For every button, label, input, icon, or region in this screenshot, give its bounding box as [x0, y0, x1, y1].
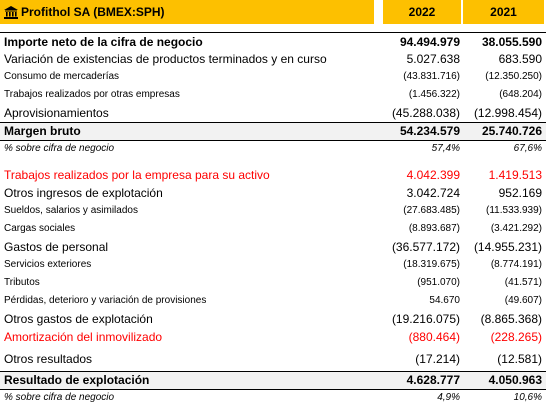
row-label: Resultado de explotación	[4, 373, 150, 387]
table-row: Sueldos, salarios y asimilados (27.683.4…	[0, 203, 546, 221]
row-label: Sueldos, salarios y asimilados	[4, 205, 138, 216]
row-label: Otros ingresos de explotación	[4, 186, 163, 200]
value-2021: 1.419.513	[488, 168, 542, 182]
value-2022: 54.670	[429, 295, 460, 306]
row-label: Servicios exteriores	[4, 259, 92, 270]
table-row: Aprovisionamientos (45.288.038) (12.998.…	[0, 105, 546, 122]
value-2021: (648.204)	[499, 89, 542, 100]
value-2021: (12.350.250)	[485, 71, 542, 82]
row-label: % sobre cifra de negocio	[4, 392, 115, 403]
value-2021: (8.865.368)	[480, 312, 542, 326]
value-2021: 25.740.726	[481, 124, 542, 138]
year-2022-label: 2022	[408, 5, 436, 19]
value-2022: (43.831.716)	[403, 71, 460, 82]
value-2021: (12.998.454)	[473, 106, 542, 120]
column-header-2022: 2022	[383, 0, 461, 24]
table-row: Resultado de explotación 4.628.777 4.050…	[0, 372, 546, 389]
value-2021: (228.265)	[490, 330, 542, 344]
value-2021: 67,6%	[513, 143, 542, 154]
table-row: Margen bruto 54.234.579 25.740.726	[0, 123, 546, 140]
value-2022: (951.070)	[417, 277, 460, 288]
row-label: Margen bruto	[4, 124, 81, 138]
table-row: Trabajos realizados por otras empresas (…	[0, 87, 546, 105]
value-2022: 5.027.638	[406, 52, 460, 66]
table-row: Otros ingresos de explotación 3.042.724 …	[0, 185, 546, 203]
table-row: % sobre cifra de negocio 57,4% 67,6%	[0, 141, 546, 159]
table-row: Otros gastos de explotación (19.216.075)…	[0, 311, 546, 329]
row-label: Tributos	[4, 277, 40, 288]
table-row: Gastos de personal (36.577.172) (14.955.…	[0, 239, 546, 257]
table-row: Otros resultados (17.214) (12.581)	[0, 351, 546, 369]
table-row: Consumo de mercaderías (43.831.716) (12.…	[0, 69, 546, 87]
value-2022: (45.288.038)	[391, 106, 460, 120]
row-label: Cargas sociales	[4, 223, 76, 234]
value-2021: (11.533.939)	[486, 205, 542, 216]
value-2022: (880.464)	[408, 330, 460, 344]
row-label: Importe neto de la cifra de negocio	[4, 35, 203, 49]
row-label: % sobre cifra de negocio	[4, 143, 115, 154]
value-2021: 10,6%	[513, 392, 542, 403]
value-2022: (18.319.675)	[403, 259, 460, 270]
value-2022: (19.216.075)	[391, 312, 460, 326]
value-2021: (41.571)	[504, 277, 542, 288]
column-header-2021: 2021	[463, 0, 544, 24]
row-label: Amortización del inmovilizado	[4, 330, 163, 344]
value-2021: (12.581)	[497, 352, 542, 366]
divider	[0, 32, 546, 33]
value-2022: (27.683.485)	[403, 205, 460, 216]
table-row: Tributos (951.070) (41.571)	[0, 275, 546, 293]
table-row: Cargas sociales (8.893.687) (3.421.292)	[0, 221, 546, 239]
row-label: Trabajos realizados por la empresa para …	[4, 168, 270, 182]
value-2021: (49.607)	[504, 295, 542, 306]
year-2021-label: 2021	[490, 5, 517, 19]
value-2021: (8.774.191)	[490, 259, 542, 270]
value-2022: 4.042.399	[406, 168, 460, 182]
table-header-title-cell: Profithol SA (BMEX:SPH)	[0, 0, 374, 24]
value-2022: 57,4%	[431, 143, 460, 154]
value-2021: 952.169	[498, 186, 542, 200]
table-row: Pérdidas, deterioro y variación de provi…	[0, 293, 546, 311]
value-2021: 38.055.590	[481, 35, 542, 49]
value-2021: (14.955.231)	[473, 240, 542, 254]
divider	[0, 122, 546, 123]
bank-icon	[4, 5, 18, 19]
value-2022: 3.042.724	[406, 186, 460, 200]
value-2022: 54.234.579	[399, 124, 460, 138]
value-2022: 4,9%	[437, 392, 460, 403]
value-2022: (1.456.322)	[408, 89, 460, 100]
margen-bruto-band	[0, 123, 546, 140]
company-title: Profithol SA (BMEX:SPH)	[21, 5, 165, 19]
row-label: Gastos de personal	[4, 240, 109, 254]
row-label: Consumo de mercaderías	[4, 71, 120, 82]
table-row: % sobre cifra de negocio 4,9% 10,6%	[0, 390, 546, 408]
value-2022: (8.893.687)	[408, 223, 460, 234]
value-2022: 94.494.979	[399, 35, 460, 49]
row-label: Pérdidas, deterioro y variación de provi…	[4, 295, 207, 306]
row-label: Trabajos realizados por otras empresas	[4, 89, 180, 100]
value-2022: (17.214)	[415, 352, 460, 366]
row-label: Aprovisionamientos	[4, 106, 109, 120]
table-row: Servicios exteriores (18.319.675) (8.774…	[0, 257, 546, 275]
divider	[0, 371, 546, 372]
table-row: Trabajos realizados por la empresa para …	[0, 167, 546, 185]
value-2021: (3.421.292)	[490, 223, 542, 234]
table-row: Importe neto de la cifra de negocio 94.4…	[0, 33, 546, 51]
table-row: Variación de existencias de productos te…	[0, 51, 546, 69]
row-label: Otros gastos de explotación	[4, 312, 153, 326]
row-label: Variación de existencias de productos te…	[4, 52, 327, 66]
divider	[0, 389, 546, 390]
value-2021: 4.050.963	[488, 373, 542, 387]
divider	[0, 140, 546, 141]
resultado-band	[0, 372, 546, 389]
value-2022: (36.577.172)	[391, 240, 460, 254]
table-row: Amortización del inmovilizado (880.464) …	[0, 329, 546, 347]
value-2021: 683.590	[498, 52, 542, 66]
row-label: Otros resultados	[4, 352, 93, 366]
value-2022: 4.628.777	[406, 373, 460, 387]
